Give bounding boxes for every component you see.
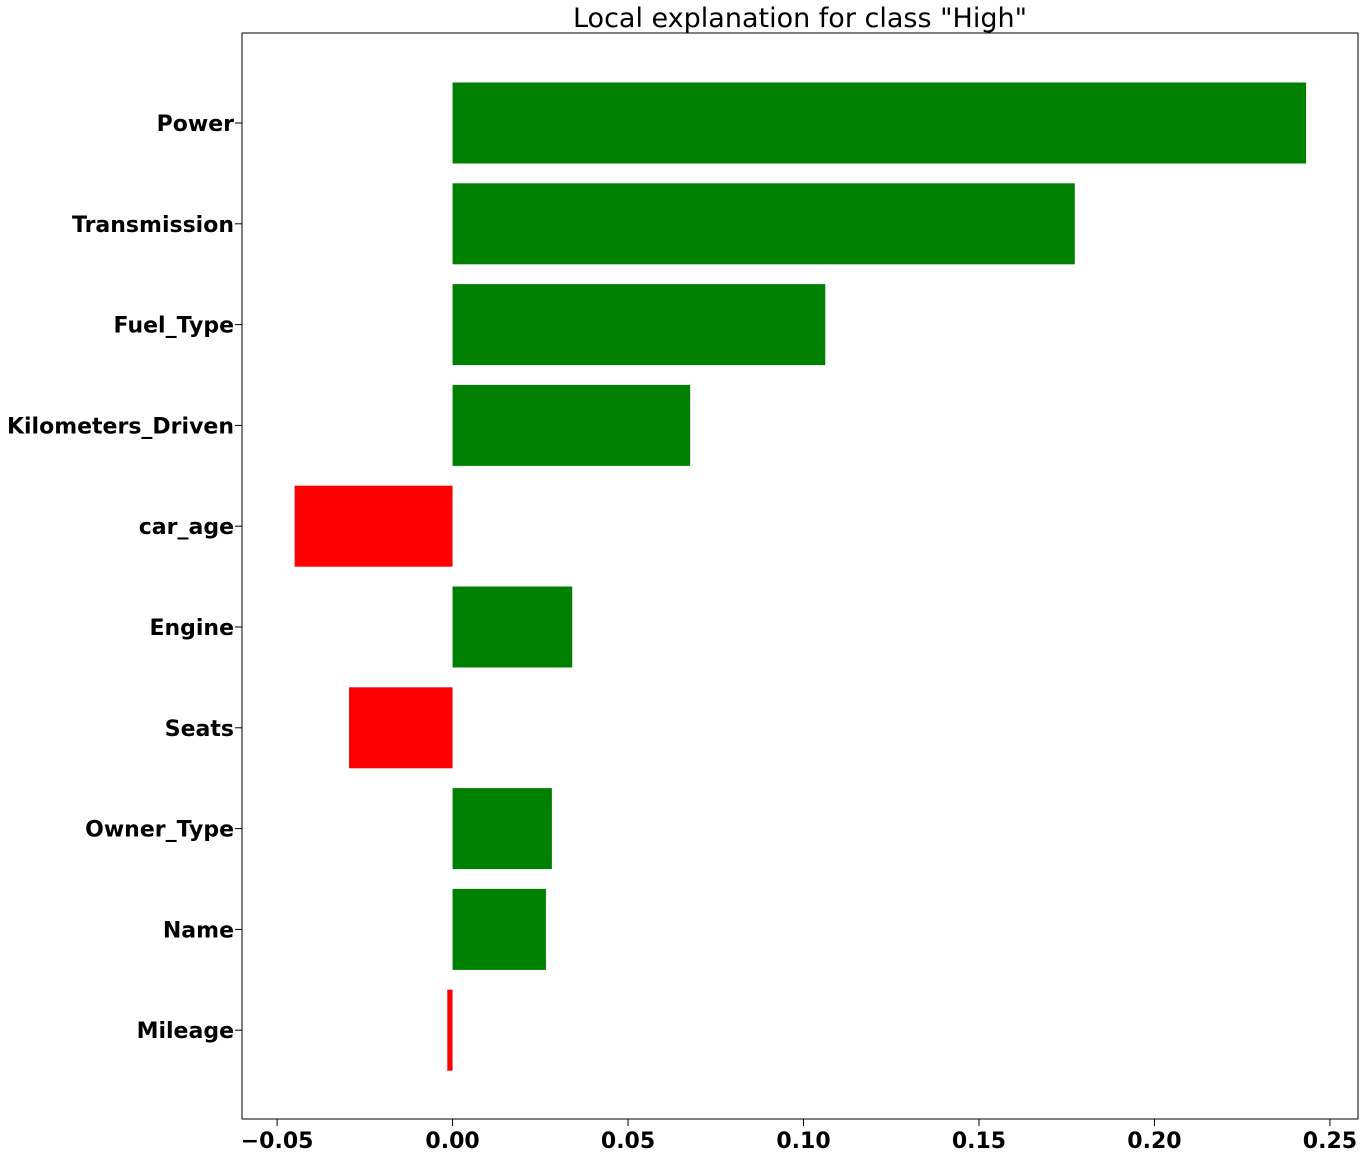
y-tick-label: Owner_Type [85, 818, 234, 843]
bar-kilometers-driven [452, 384, 691, 466]
bar-transmission [452, 183, 1075, 265]
bar-seats [349, 687, 453, 769]
plot-frame [241, 32, 1359, 1120]
x-tick-label: −0.05 [241, 1129, 314, 1154]
x-tick-label: 0.15 [952, 1129, 1006, 1154]
y-tick-labels: Power Transmission Fuel_Type Kilometers_Dri… [7, 112, 242, 1044]
y-tick-label: Seats [165, 717, 234, 742]
x-tick-label: 0.00 [425, 1129, 479, 1154]
bar-owner-type [452, 788, 552, 870]
y-tick-label: Engine [149, 616, 234, 641]
x-tick-label: 0.25 [1303, 1129, 1357, 1154]
bar-mileage [447, 989, 453, 1071]
y-tick-label: car_age [139, 515, 234, 540]
y-tick-label: Name [163, 918, 234, 943]
bar-power [452, 82, 1307, 164]
y-tick-label: Power [157, 112, 234, 137]
bar-car-age [294, 485, 453, 567]
x-ticks: −0.05 0.00 0.05 0.10 0.15 0.20 0.25 [241, 1119, 1357, 1154]
y-tick-label: Kilometers_Driven [7, 414, 234, 439]
y-tick-label: Fuel_Type [114, 314, 234, 339]
bar-fuel-type [452, 284, 826, 366]
bars-layer [294, 82, 1307, 1071]
bar-name [452, 888, 546, 970]
x-tick-label: 0.05 [601, 1129, 655, 1154]
chart-title: Local explanation for class "High" [573, 3, 1027, 34]
x-tick-label: 0.10 [776, 1129, 830, 1154]
y-tick-label: Transmission [72, 213, 234, 238]
y-tick-label: Mileage [137, 1019, 234, 1044]
x-tick-label: 0.20 [1127, 1129, 1181, 1154]
bar-engine [452, 586, 573, 668]
